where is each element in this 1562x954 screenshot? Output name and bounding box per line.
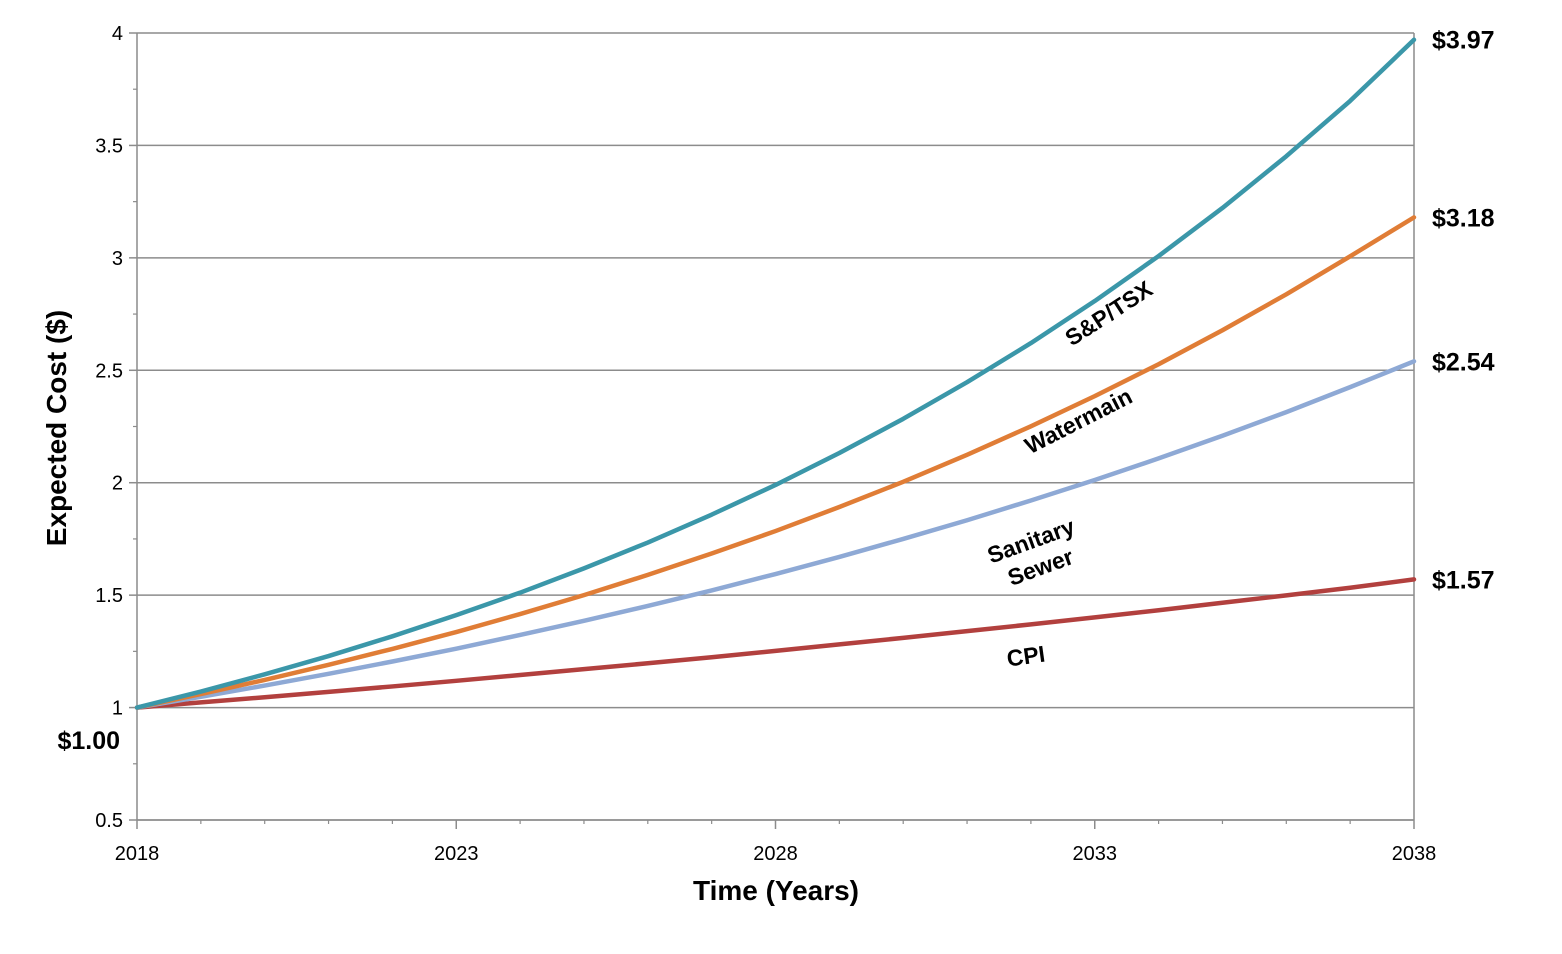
y-tick-label: 2 xyxy=(112,473,123,495)
y-axis-title: Expected Cost ($) xyxy=(41,310,72,547)
x-axis-ticks: 2018 2023 2028 2033 2038 xyxy=(115,820,1437,865)
series-label-sanitary-sewer: SanitarySewer xyxy=(984,513,1088,595)
x-tick-label: 2038 xyxy=(1392,843,1437,865)
x-tick-label: 2023 xyxy=(434,843,479,865)
series-label-cpi: CPI xyxy=(1005,641,1047,672)
x-tick-label: 2018 xyxy=(115,843,160,865)
y-tick-label: 0.5 xyxy=(95,810,123,832)
y-tick-label: 4 xyxy=(112,23,123,45)
series-line-watermain xyxy=(134,215,1417,710)
end-value-labels: $3.97 $3.18 $2.54 $1.57 xyxy=(1432,27,1495,595)
start-value-label: $1.00 xyxy=(57,727,120,755)
y-tick-label: 1 xyxy=(112,698,123,720)
gridlines xyxy=(137,32,1414,821)
y-tick-label: 3.5 xyxy=(95,135,123,157)
y-tick-label: 2.5 xyxy=(95,360,123,382)
series-line-s-p-tsx xyxy=(134,37,1417,710)
end-label-s-p-tsx: $3.97 xyxy=(1432,27,1495,55)
y-tick-label: 3 xyxy=(112,248,123,270)
end-label-cpi: $1.57 xyxy=(1432,566,1495,594)
x-tick-label: 2033 xyxy=(1073,843,1118,865)
series-line-cpi xyxy=(134,577,1417,710)
y-tick-label: 1.5 xyxy=(95,585,123,607)
end-label-sanitary-sewer: $2.54 xyxy=(1432,348,1495,376)
end-label-watermain: $3.18 xyxy=(1432,204,1495,232)
axes xyxy=(136,33,1415,821)
x-axis-title: Time (Years) xyxy=(693,875,859,906)
series-lines xyxy=(134,37,1417,710)
series-line-sanitary-sewer xyxy=(134,359,1417,710)
y-axis-ticks: 0.5 1 1.5 2 2.5 3 3.5 4 xyxy=(95,23,137,832)
x-tick-label: 2028 xyxy=(753,843,798,865)
